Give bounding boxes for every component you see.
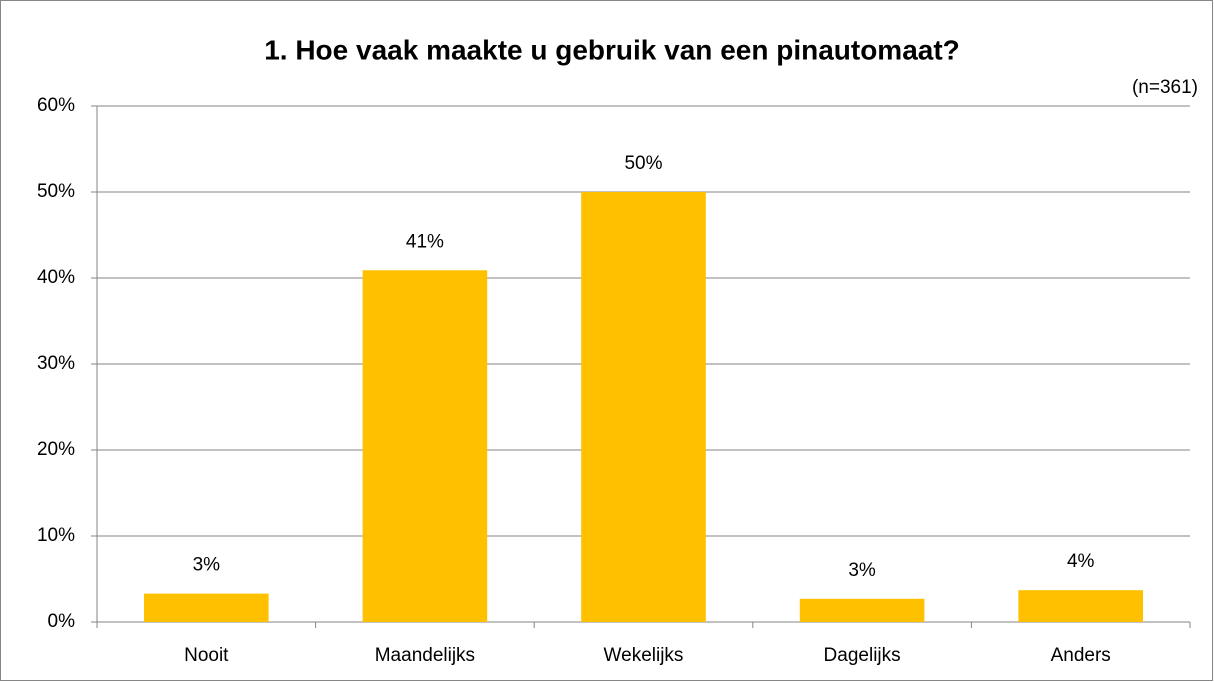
y-tick-label: 40% [37,267,75,288]
bar [362,270,488,622]
bar [581,192,706,622]
bar [143,593,269,622]
chart-subtitle: (n=361) [1132,77,1198,98]
x-tick-label: Maandelijks [375,645,475,666]
y-tick-label: 10% [37,525,75,546]
data-label: 4% [1067,551,1095,572]
data-label: 3% [193,555,221,576]
x-tick-label: Nooit [184,645,229,666]
y-tick-label: 20% [37,439,75,460]
data-label: 41% [406,231,444,252]
bar [1018,590,1144,622]
chart-title: 1. Hoe vaak maakte u gebruik van een pin… [264,34,960,65]
data-label: 3% [848,560,876,581]
x-tick-label: Dagelijks [824,645,901,666]
y-tick-label: 0% [48,611,76,632]
bar [799,598,925,622]
x-tick-label: Anders [1051,645,1111,666]
y-tick-label: 60% [37,95,75,116]
y-tick-label: 50% [37,181,75,202]
data-label: 50% [624,153,662,174]
y-tick-label: 30% [37,353,75,374]
x-tick-label: Wekelijks [604,645,684,666]
